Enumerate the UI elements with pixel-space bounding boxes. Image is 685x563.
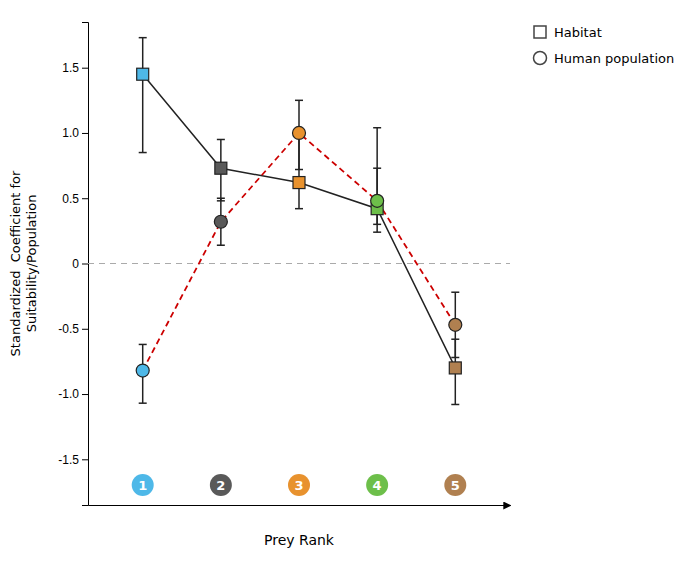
error-bar-cap bbox=[139, 344, 147, 346]
y-tick: 1.0 bbox=[62, 126, 88, 140]
error-bar-stem bbox=[376, 128, 378, 232]
y-tick-mark bbox=[82, 133, 88, 134]
y-axis: -1.5 -1.0 -0.5 0 0.5 1.0 1.5 bbox=[58, 23, 88, 506]
y-tick: -1.5 bbox=[58, 453, 88, 467]
rank-badge bbox=[210, 474, 232, 496]
square-marker bbox=[215, 162, 227, 174]
rank-badge bbox=[288, 474, 310, 496]
y-tick: 0.5 bbox=[62, 192, 88, 206]
square-marker bbox=[449, 362, 461, 374]
error-bar-cap bbox=[217, 197, 225, 199]
error-bar-cap bbox=[451, 404, 459, 406]
y-tick-mark bbox=[82, 264, 88, 265]
error-bar-cap bbox=[139, 402, 147, 404]
y-tick-mark bbox=[82, 459, 88, 460]
error-bar-cap bbox=[451, 357, 459, 359]
legend-label: Human population bbox=[554, 51, 674, 66]
rank-badge bbox=[132, 474, 154, 496]
y-tick: -0.5 bbox=[58, 322, 88, 336]
error-bar-cap bbox=[217, 139, 225, 141]
legend-label: Habitat bbox=[554, 25, 602, 40]
chart: -1.5 -1.0 -0.5 0 0.5 1.0 1.5 1 2 3 4 5 Prey Rank Stan… bbox=[0, 0, 685, 563]
y-tick-label: 1.5 bbox=[62, 61, 79, 75]
error-bar-cap bbox=[373, 231, 381, 233]
series-line bbox=[143, 74, 456, 368]
rank-label: 4 bbox=[373, 478, 382, 493]
y-tick-label: 0 bbox=[72, 257, 79, 271]
y-tick-label: -0.5 bbox=[58, 322, 79, 336]
circle-marker bbox=[214, 215, 227, 228]
legend-item: Habitat bbox=[534, 25, 602, 40]
data-area bbox=[88, 38, 510, 405]
plot: -1.5 -1.0 -0.5 0 0.5 1.0 1.5 1 2 3 4 5 Prey Rank Stan… bbox=[8, 23, 511, 549]
x-axis bbox=[89, 505, 511, 506]
rank-badge bbox=[366, 474, 388, 496]
circle-marker bbox=[293, 126, 306, 139]
error-bar-cap bbox=[295, 169, 303, 171]
error-bar-cap bbox=[139, 152, 147, 154]
y-axis-title-line: Suitability/Population bbox=[24, 195, 39, 333]
error-bar bbox=[373, 128, 381, 232]
circle-marker bbox=[449, 318, 462, 331]
y-tick-label: -1.5 bbox=[58, 453, 79, 467]
rank-label: 2 bbox=[216, 478, 225, 493]
y-tick-mark bbox=[82, 198, 88, 199]
rank-badge bbox=[444, 474, 466, 496]
error-bar-cap bbox=[139, 37, 147, 39]
y-tick-mark bbox=[82, 329, 88, 330]
y-axis-title: Standardized Coefficient forSuitability/… bbox=[8, 170, 39, 356]
y-tick: -1.0 bbox=[58, 387, 88, 401]
rank-label: 3 bbox=[294, 478, 303, 493]
y-tick-mark bbox=[82, 68, 88, 69]
error-bar-cap bbox=[373, 167, 381, 169]
rank-label: 5 bbox=[451, 478, 460, 493]
y-tick-label: -1.0 bbox=[58, 387, 79, 401]
error-bar-cap bbox=[295, 208, 303, 210]
error-bar-cap bbox=[451, 291, 459, 293]
x-axis-title: Prey Rank bbox=[264, 532, 335, 548]
circle-marker bbox=[371, 194, 384, 207]
y-tick-label: 0.5 bbox=[62, 192, 79, 206]
circle-marker bbox=[136, 364, 149, 377]
legend-symbol bbox=[534, 26, 546, 38]
error-bar-cap bbox=[217, 244, 225, 246]
y-tick: 0 bbox=[72, 257, 88, 271]
legend-item: Human population bbox=[534, 51, 675, 66]
error-bar-cap bbox=[295, 100, 303, 102]
y-axis-line bbox=[82, 23, 89, 506]
square-marker bbox=[137, 68, 149, 80]
y-tick-mark bbox=[82, 394, 88, 395]
y-axis-title-line: Standardized Coefficient for bbox=[8, 170, 23, 356]
x-axis-line bbox=[89, 505, 511, 506]
square-marker bbox=[293, 177, 305, 189]
legend: Habitat Human population bbox=[534, 25, 675, 66]
error-bar-cap bbox=[373, 224, 381, 226]
error-bar-cap bbox=[373, 127, 381, 129]
error-bar-stem bbox=[142, 38, 144, 153]
legend-symbol bbox=[534, 52, 547, 65]
y-tick-label: 1.0 bbox=[62, 126, 79, 140]
rank-label: 1 bbox=[138, 478, 147, 493]
y-tick: 1.5 bbox=[62, 61, 88, 75]
reference-line bbox=[88, 263, 510, 264]
error-bar bbox=[139, 38, 147, 153]
